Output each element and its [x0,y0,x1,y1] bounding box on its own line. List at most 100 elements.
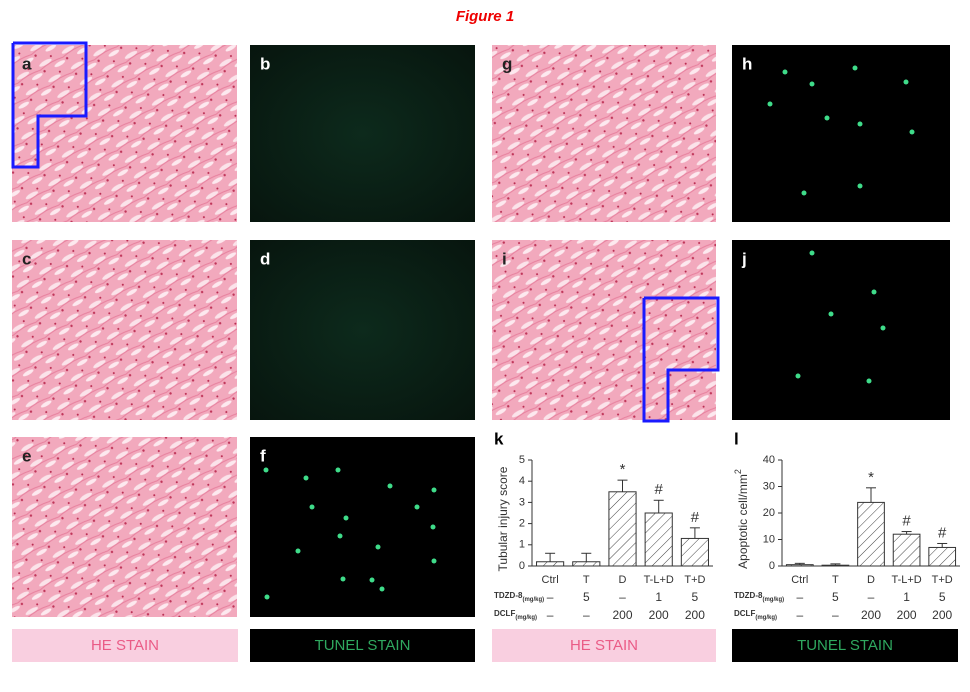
treatment-value: 5 [939,590,946,604]
treatment-name: DCLF(mg/kg) [734,609,777,620]
y-tick-label: 1 [519,539,525,551]
y-label-sup: 2 [733,469,743,474]
significance-marker: # [655,481,664,498]
treatment-name: DCLF(mg/kg) [494,609,537,620]
apoptotic-cell [880,325,886,331]
treatment-value: 200 [932,608,952,622]
he-micrograph [492,45,716,222]
bar [644,512,673,567]
treatment-value: – [832,608,839,622]
caption-bar [12,629,238,662]
panel-letter: b [260,54,270,73]
highlight-box [642,296,720,423]
treatment-unit: (mg/kg) [515,615,537,621]
significance-marker: # [938,524,947,541]
x-tick-label: Ctrl [542,574,559,586]
treatment-value: – [619,590,626,604]
y-tick-label: 0 [519,560,525,572]
apoptotic-cell [782,69,788,75]
panel-letter: j [741,249,747,268]
apoptotic-cell [866,378,872,384]
y-tick-label: 2 [519,518,525,530]
apoptotic-cell [264,594,270,600]
caption-bar [250,629,475,662]
he-micrograph [12,437,237,617]
x-tick-label: T-L+D [644,574,674,586]
significance-marker: # [902,513,911,530]
significance-marker: * [620,461,626,478]
tunel-micrograph [732,45,950,222]
panel-letter: f [260,446,266,465]
y-tick-label: 5 [519,454,525,466]
apoptotic-cell [795,373,801,379]
panel-letter: h [742,54,752,73]
x-tick-label: T [583,574,590,586]
caption-bar [732,629,958,662]
x-tick-label: T+D [932,574,953,586]
x-tick-label: D [867,574,875,586]
he-micrograph [12,45,237,222]
apoptotic-cell [263,467,269,473]
tunel-micrograph [250,437,475,617]
y-tick-label: 20 [763,507,775,519]
bar [572,561,601,567]
x-tick-label: Ctrl [791,574,808,586]
treatment-value: 200 [897,608,917,622]
apoptotic-cell [857,121,863,127]
treatment-value: – [547,590,554,604]
y-tick-label: 0 [769,560,775,572]
apoptotic-cell [303,475,309,481]
x-tick-label: T+D [684,574,705,586]
x-tick-label: T [832,574,839,586]
apoptotic-cell [337,533,343,539]
treatment-value: 5 [583,590,590,604]
apoptotic-cell [340,576,346,582]
bar [821,564,850,567]
bar [608,491,637,567]
treatment-unit: (mg/kg) [755,615,777,621]
panel-letter: a [22,54,32,73]
apoptotic-cell [852,65,858,71]
treatment-value: – [868,590,875,604]
apoptotic-cell [824,115,830,121]
apoptotic-cell [857,183,863,189]
treatment-value: 1 [903,590,910,604]
caption: TUNEL STAIN [315,637,411,654]
treatment-unit: (mg/kg) [762,597,784,603]
apoptotic-cell [379,586,385,592]
y-tick-label: 40 [763,454,775,466]
y-tick-label: 4 [519,475,525,487]
bar [785,564,814,567]
tunel-micrograph [250,240,475,420]
apoptotic-cell [414,504,420,510]
panel-letter: g [502,54,512,73]
caption: HE STAIN [570,637,638,654]
apoptotic-cell [909,129,915,135]
apoptotic-cell [828,311,834,317]
y-tick-label: 10 [763,533,775,545]
significance-marker: * [868,469,874,486]
apoptotic-cell [809,81,815,87]
treatment-value: – [796,590,803,604]
treatment-name: TDZD-8(mg/kg) [494,591,544,602]
apoptotic-cell [801,190,807,196]
apoptotic-cell [335,467,341,473]
he-micrograph [492,240,716,420]
x-tick-label: T-L+D [891,574,921,586]
bar [892,533,921,567]
y-axis-label: Tubular injury score [496,466,510,571]
apoptotic-cell [369,577,375,583]
figure-title: Figure 1 [456,8,514,25]
significance-marker: # [691,509,700,526]
x-tick-label: D [619,574,627,586]
y-label-text: Apoptotic cell/mm [736,474,750,569]
treatment-value: 200 [649,608,669,622]
treatment-label: TDZD-8 [734,591,763,600]
apoptotic-cell [343,515,349,521]
apoptotic-cell [431,487,437,493]
panel-letter: c [22,249,31,268]
treatment-value: – [583,608,590,622]
treatment-name: TDZD-8(mg/kg) [734,591,784,602]
